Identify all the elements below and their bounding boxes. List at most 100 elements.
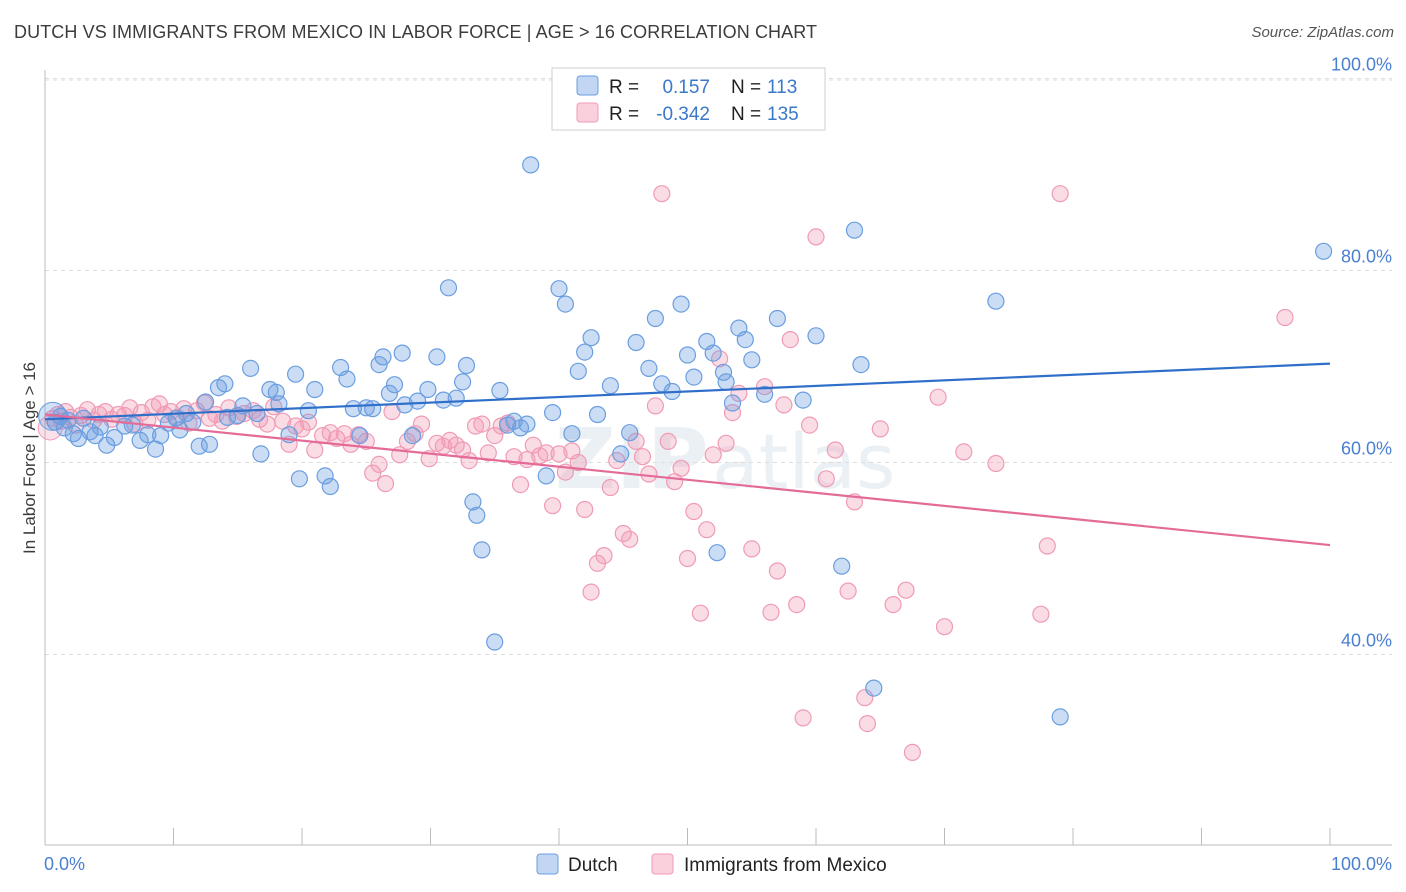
dutch-point-24 <box>197 393 215 411</box>
dutch-point-64 <box>457 356 476 375</box>
dutch-point-32 <box>248 404 266 423</box>
mexico-point-123 <box>871 420 889 438</box>
mexico-point-26 <box>195 394 213 412</box>
dutch-point-54 <box>393 344 411 362</box>
mexico-point-122 <box>858 714 877 733</box>
mexico-point-51 <box>370 455 388 473</box>
mexico-point-90 <box>627 432 645 450</box>
x-ticks <box>44 828 1331 845</box>
mexico-point-44 <box>321 424 339 442</box>
legend-swatch-mexico <box>576 102 599 123</box>
y-tick-label-80: 80.0% <box>1341 247 1392 267</box>
dutch-point-113 <box>1051 708 1069 726</box>
mexico-point-101 <box>698 521 716 539</box>
mexico-point-66 <box>473 415 491 433</box>
dutch-points <box>38 156 1333 726</box>
dutch-point-22 <box>184 413 202 431</box>
dutch-point-76 <box>543 404 562 422</box>
mexico-point-130 <box>987 454 1005 473</box>
mexico-point-78 <box>550 445 568 463</box>
dutch-point-61 <box>439 279 458 297</box>
y-tick-labels: 40.0% 60.0% 80.0% 100.0% <box>1331 55 1392 651</box>
mexico-point-94 <box>653 185 671 203</box>
mexico-point-131 <box>1032 605 1050 623</box>
mexico-point-67 <box>479 444 497 462</box>
dutch-point-87 <box>627 333 645 352</box>
legend-n-value-mexico: 135 <box>767 104 799 125</box>
dutch-point-47 <box>351 427 369 445</box>
mexico-point-127 <box>929 388 947 406</box>
dutch-point-97 <box>708 544 726 562</box>
dutch-point-86 <box>621 424 639 442</box>
dutch-point-8 <box>86 427 104 445</box>
mexico-point-132 <box>1038 537 1056 555</box>
mexico-point-112 <box>781 331 799 349</box>
dutch-point-66 <box>468 506 486 524</box>
dutch-point-114 <box>1314 242 1333 260</box>
mexico-point-110 <box>768 562 787 580</box>
dutch-point-52 <box>380 384 398 402</box>
dutch-point-48 <box>357 399 375 417</box>
mexico-point-116 <box>807 228 825 246</box>
mexico-point-92 <box>640 465 658 483</box>
mexico-point-86 <box>601 478 620 497</box>
dutch-point-41 <box>306 380 324 399</box>
chart-source: Source: ZipAtlas.com <box>1251 24 1394 41</box>
dutch-point-62 <box>447 389 465 407</box>
mexico-point-77 <box>543 497 562 515</box>
mexico-point-109 <box>762 603 780 621</box>
mexico-point-104 <box>717 434 735 452</box>
mexico-point-36 <box>265 398 283 416</box>
mexico-point-76 <box>537 444 555 462</box>
dutch-point-50 <box>370 356 388 374</box>
legend-n-label-dutch: N = <box>731 77 761 98</box>
dutch-point-105 <box>768 309 787 328</box>
dutch-point-79 <box>563 425 581 443</box>
legend-r-value-dutch: 0.157 <box>662 77 710 98</box>
dutch-point-69 <box>491 381 509 400</box>
mexico-point-117 <box>817 470 835 488</box>
dutch-point-43 <box>321 477 339 496</box>
mexico-point-83 <box>582 583 600 601</box>
mexico-point-114 <box>794 709 812 727</box>
legend-r-label-mexico: R = <box>609 104 639 125</box>
mexico-point-50 <box>364 464 382 482</box>
legend-swatch-dutch <box>576 75 599 96</box>
dutch-trend-line <box>44 362 1331 421</box>
dutch-point-100 <box>723 394 742 412</box>
dutch-point-13 <box>123 416 141 434</box>
dutch-point-58 <box>419 380 437 399</box>
dutch-point-93 <box>678 346 697 364</box>
dutch-point-65 <box>464 493 482 511</box>
dutch-point-53 <box>385 376 404 394</box>
bottom-legend-swatch-mexico <box>651 853 674 875</box>
mexico-point-64 <box>460 452 478 470</box>
dutch-point-83 <box>588 405 607 424</box>
mexico-point-128 <box>935 618 954 636</box>
mexico-point-82 <box>576 500 594 519</box>
mexico-trend-line <box>44 413 1331 547</box>
dutch-point-94 <box>685 368 703 386</box>
y-tick-label-100: 100.0% <box>1331 55 1392 75</box>
dutch-point-40 <box>299 402 317 420</box>
dutch-point-80 <box>569 362 587 380</box>
dutch-point-4 <box>64 425 82 443</box>
mexico-point-107 <box>743 540 761 558</box>
mexico-point-115 <box>800 416 819 434</box>
dutch-point-108 <box>833 557 851 575</box>
dutch-point-84 <box>601 377 620 395</box>
bottom-legend-label-dutch: Dutch <box>568 855 618 876</box>
dutch-point-11 <box>105 428 124 447</box>
dutch-point-78 <box>556 295 575 313</box>
mexico-point-74 <box>524 436 542 454</box>
mexico-point-124 <box>884 595 902 614</box>
mexico-point-91 <box>633 448 652 466</box>
mexico-point-85 <box>595 546 613 565</box>
mexico-point-102 <box>704 446 722 464</box>
trend-lines <box>44 362 1331 547</box>
dutch-point-45 <box>338 370 356 388</box>
mexico-point-98 <box>678 549 697 568</box>
mexico-point-65 <box>466 417 485 435</box>
dutch-point-77 <box>550 280 568 298</box>
dutch-point-109 <box>845 221 864 239</box>
